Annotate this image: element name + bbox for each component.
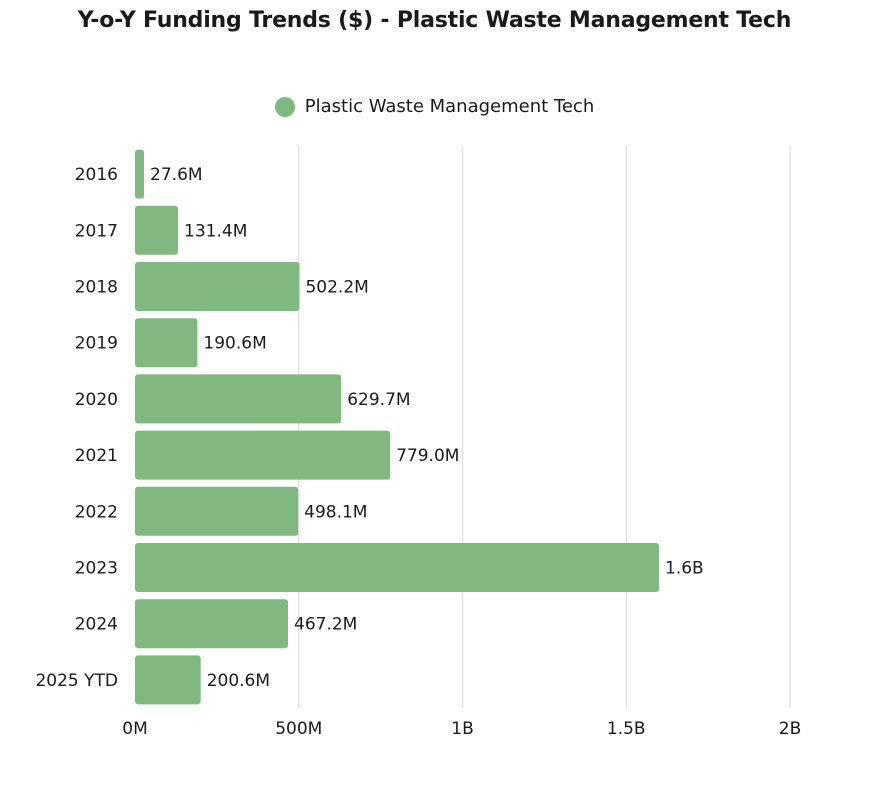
data-label: 27.6M (150, 165, 203, 185)
data-label: 467.2M (294, 615, 357, 635)
category-label: 2025 YTD (35, 671, 118, 691)
label-layer: 27.6M 131.4M 502.2M 190.6M 629.7M 779.0M 498.1… (150, 165, 704, 691)
bar[interactable] (135, 486, 299, 536)
x-tick-label: 1.5B (607, 719, 646, 739)
bar-layer (135, 149, 659, 705)
x-tick-label: 2B (779, 719, 801, 739)
category-label: 2019 (75, 334, 118, 354)
legend: Plastic Waste Management Tech (0, 96, 869, 117)
category-label: 2024 (75, 615, 118, 635)
category-label: 2022 (75, 502, 118, 522)
bar[interactable] (135, 318, 198, 368)
bar[interactable] (135, 374, 342, 424)
category-label: 2021 (75, 446, 118, 466)
chart-title: Y-o-Y Funding Trends ($) - Plastic Waste… (77, 8, 792, 33)
legend-label: Plastic Waste Management Tech (304, 96, 595, 117)
legend-swatch (274, 96, 295, 117)
grid-layer (298, 146, 791, 708)
data-label: 200.6M (207, 671, 270, 691)
bar[interactable] (135, 655, 201, 705)
bar[interactable] (135, 599, 289, 649)
axis-layer: 0M 500M 1B 1.5B 2B 2016 2017 2018 2019 2020 2021 20… (35, 165, 801, 739)
category-label: 2018 (75, 278, 118, 298)
data-label: 190.6M (203, 334, 266, 354)
x-tick-label: 0M (122, 719, 147, 739)
x-tick-label: 1B (451, 719, 473, 739)
category-label: 2017 (75, 221, 118, 241)
data-label: 498.1M (304, 502, 367, 522)
bar[interactable] (135, 149, 145, 199)
data-label: 779.0M (396, 446, 459, 466)
x-tick-label: 500M (275, 719, 322, 739)
bar[interactable] (135, 262, 300, 311)
category-label: 2016 (75, 165, 118, 185)
bar[interactable] (135, 430, 391, 480)
category-label: 2020 (75, 390, 118, 410)
data-label: 629.7M (347, 390, 410, 410)
category-label: 2023 (75, 559, 118, 579)
data-label: 1.6B (665, 559, 704, 579)
data-label: 502.2M (305, 278, 368, 298)
data-label: 131.4M (184, 221, 247, 241)
bar[interactable] (135, 543, 659, 592)
bar[interactable] (135, 205, 179, 255)
